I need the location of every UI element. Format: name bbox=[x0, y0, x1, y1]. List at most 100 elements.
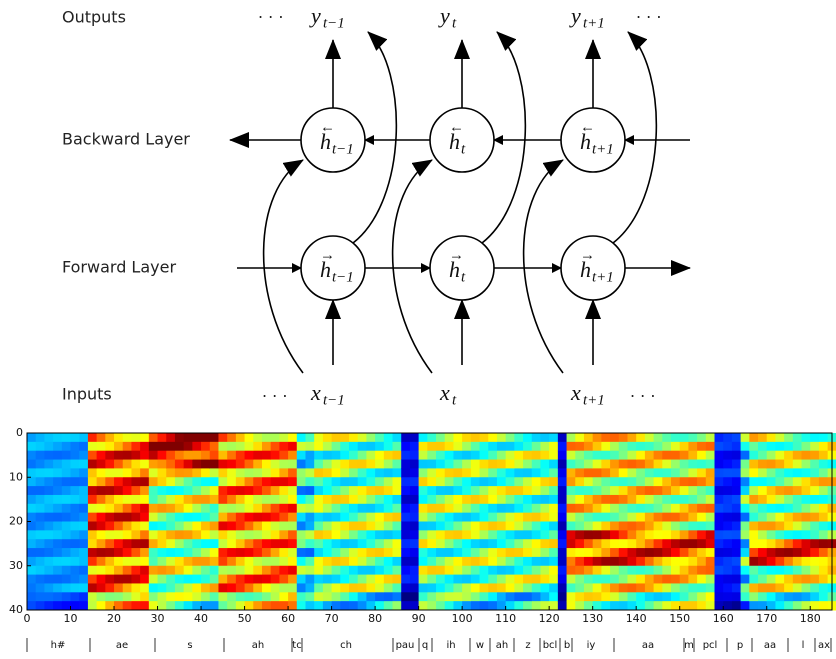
heatmap-cell bbox=[497, 575, 506, 584]
heatmap-cell bbox=[314, 575, 323, 584]
heatmap-cell bbox=[253, 504, 262, 513]
heatmap-cell bbox=[140, 601, 149, 610]
subscript: t−1 bbox=[323, 392, 345, 408]
heatmap-cell bbox=[140, 566, 149, 575]
heatmap-cell bbox=[305, 557, 314, 566]
heatmap-cell bbox=[619, 601, 628, 610]
heatmap-cell bbox=[715, 539, 724, 548]
heatmap-cell bbox=[262, 601, 271, 610]
heatmap-cell bbox=[715, 442, 724, 451]
heatmap-cell bbox=[584, 601, 593, 610]
heatmap-cell bbox=[393, 566, 402, 575]
node bbox=[301, 236, 365, 300]
heatmap-cell bbox=[71, 601, 80, 610]
heatmap-cell bbox=[480, 433, 489, 442]
heatmap-cell bbox=[436, 468, 445, 477]
heatmap-cell bbox=[654, 566, 663, 575]
heatmap-cell bbox=[271, 583, 280, 592]
heatmap-cell bbox=[506, 451, 515, 460]
heatmap-cell bbox=[549, 557, 558, 566]
heatmap-cell bbox=[105, 548, 114, 557]
heatmap-cell bbox=[688, 486, 697, 495]
heatmap-cell bbox=[114, 486, 123, 495]
heatmap-cell bbox=[627, 504, 636, 513]
heatmap-cell bbox=[688, 566, 697, 575]
heatmap-cell bbox=[732, 557, 741, 566]
heatmap-cell bbox=[349, 495, 358, 504]
heatmap-cell bbox=[680, 530, 689, 539]
heatmap-cell bbox=[140, 539, 149, 548]
heatmap-cell bbox=[314, 548, 323, 557]
heatmap-cell bbox=[601, 601, 610, 610]
heatmap-cell bbox=[184, 513, 193, 522]
heatmap-cell bbox=[71, 557, 80, 566]
heatmap-cell bbox=[358, 477, 367, 486]
heatmap-cell bbox=[810, 530, 819, 539]
heatmap-cell bbox=[497, 583, 506, 592]
heatmap-cell bbox=[131, 548, 140, 557]
heatmap-cell bbox=[775, 566, 784, 575]
heatmap-cell bbox=[462, 522, 471, 531]
heatmap-cell bbox=[619, 548, 628, 557]
heatmap-cell bbox=[245, 460, 254, 469]
heatmap-cell bbox=[706, 601, 715, 610]
symbol: x bbox=[439, 380, 450, 405]
heatmap-cell bbox=[662, 522, 671, 531]
heatmap-cell bbox=[149, 566, 158, 575]
heatmap-cell bbox=[79, 504, 88, 513]
heatmap-cell bbox=[358, 451, 367, 460]
heatmap-cell bbox=[741, 575, 750, 584]
heatmap-cell bbox=[480, 539, 489, 548]
heatmap-cell bbox=[601, 522, 610, 531]
heatmap-cell bbox=[706, 460, 715, 469]
heatmap-cell bbox=[349, 451, 358, 460]
heatmap-cell bbox=[732, 592, 741, 601]
heatmap-cell bbox=[419, 522, 428, 531]
heatmap-cell bbox=[79, 477, 88, 486]
heatmap-cell bbox=[453, 522, 462, 531]
heatmap-cell bbox=[349, 592, 358, 601]
heatmap-cell bbox=[245, 477, 254, 486]
heatmap-cell bbox=[532, 468, 541, 477]
heatmap-cell bbox=[619, 566, 628, 575]
heatmap-cell bbox=[62, 583, 71, 592]
heatmap-cell bbox=[131, 433, 140, 442]
heatmap-cell bbox=[166, 486, 175, 495]
heatmap-cell bbox=[410, 486, 419, 495]
heatmap-cell bbox=[227, 601, 236, 610]
heatmap-cell bbox=[44, 486, 53, 495]
heatmap-cell bbox=[445, 548, 454, 557]
heatmap-cell bbox=[314, 539, 323, 548]
heatmap-cell bbox=[97, 486, 106, 495]
heatmap-cell bbox=[723, 460, 732, 469]
heatmap-cell bbox=[210, 460, 219, 469]
heatmap-cell bbox=[349, 539, 358, 548]
heatmap-cell bbox=[584, 548, 593, 557]
heatmap-cell bbox=[393, 451, 402, 460]
heatmap-cell bbox=[549, 468, 558, 477]
heatmap-cell bbox=[523, 460, 532, 469]
heatmap-cell bbox=[453, 451, 462, 460]
heatmap-cell bbox=[497, 451, 506, 460]
heatmap-cell bbox=[71, 592, 80, 601]
heatmap-cell bbox=[462, 513, 471, 522]
heatmap-cell bbox=[436, 548, 445, 557]
heatmap-cell bbox=[279, 548, 288, 557]
heatmap-cell bbox=[697, 530, 706, 539]
heatmap-cell bbox=[314, 460, 323, 469]
heatmap-cell bbox=[158, 442, 167, 451]
heatmap-cell bbox=[245, 522, 254, 531]
heatmap-cell bbox=[514, 504, 523, 513]
heatmap-cell bbox=[480, 548, 489, 557]
heatmap-cell bbox=[627, 433, 636, 442]
heatmap-cell bbox=[201, 433, 210, 442]
heatmap-cell bbox=[488, 468, 497, 477]
heatmap-cell bbox=[175, 442, 184, 451]
heatmap-cell bbox=[680, 468, 689, 477]
heatmap-cell bbox=[654, 522, 663, 531]
heatmap-cell bbox=[680, 451, 689, 460]
heatmap-cell bbox=[506, 460, 515, 469]
node-subscript: t−1 bbox=[332, 141, 354, 157]
heatmap-cell bbox=[732, 513, 741, 522]
heatmap-cell bbox=[62, 504, 71, 513]
